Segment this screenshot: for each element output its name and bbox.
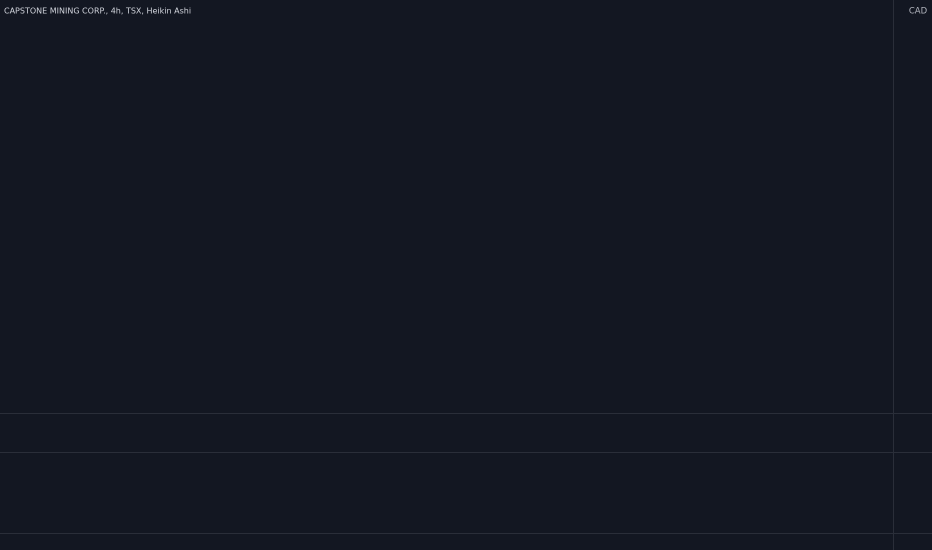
currency-label: CAD <box>909 7 928 17</box>
chart-title: CAPSTONE MINING CORP., 4h, TSX, Heikin A… <box>4 7 191 16</box>
